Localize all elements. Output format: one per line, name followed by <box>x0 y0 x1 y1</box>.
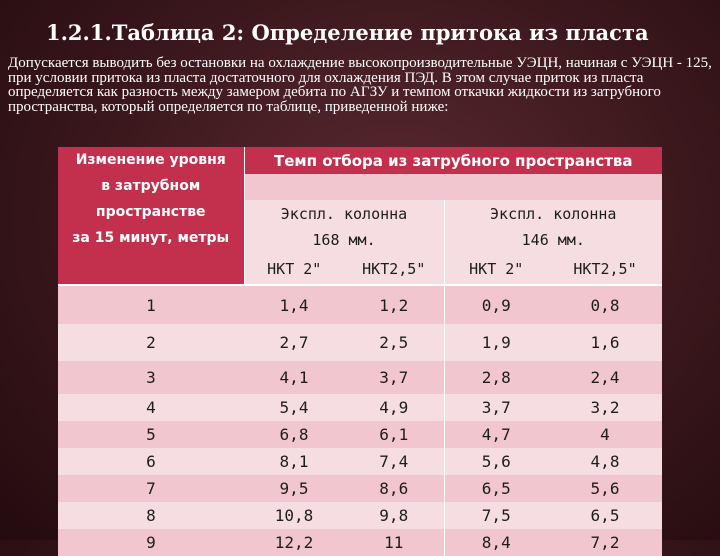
level-cell: 8 <box>146 506 156 525</box>
value-cell: 4 <box>600 425 610 444</box>
value-cell: 1,2 <box>344 284 444 324</box>
value-cell: 4,1 <box>279 368 309 387</box>
table-row: 1 1,4 1,2 0,9 0,8 <box>58 284 662 324</box>
value-cell: 4,8 <box>590 452 620 471</box>
value-cell: 1,9 <box>443 324 548 361</box>
table-row: 4 5,4 4,9 3,7 3,2 <box>58 394 662 421</box>
value-cell: 2,5 <box>379 333 409 352</box>
value-cell: 9,8 <box>379 506 409 525</box>
level-cell: 4 <box>146 398 156 417</box>
value-cell: 6,1 <box>379 425 409 444</box>
level-cell: 5 <box>146 425 156 444</box>
value-cell: 11 <box>384 533 404 552</box>
left-header-line-2: в затрубном <box>101 178 201 194</box>
level-cell: 9 <box>146 533 156 552</box>
value-cell: 12,2 <box>274 533 314 552</box>
value-cell: 10,8 <box>274 506 314 525</box>
left-header-line-4: за 15 минут, метры <box>72 230 230 246</box>
top-header: Темп отбора из затрубного пространства <box>244 147 662 174</box>
table-row: 6 8,1 7,4 5,6 4,8 <box>58 448 662 475</box>
table-row: 8 10,8 9,8 7,5 6,5 <box>58 502 662 529</box>
value-cell: 2,7 <box>279 333 309 352</box>
level-cell: 3 <box>146 368 156 387</box>
blank-header-row <box>244 174 662 200</box>
value-cell: 7,5 <box>443 502 548 529</box>
value-cell: 6,5 <box>590 506 620 525</box>
value-cell: 9,5 <box>279 479 309 498</box>
value-cell: 6,5 <box>443 475 548 502</box>
value-cell: 2,8 <box>443 361 548 394</box>
value-cell: 0,8 <box>548 284 662 324</box>
col-group-146-line2: 146 мм. <box>521 231 585 249</box>
value-cell: 8,4 <box>443 529 548 556</box>
value-cell: 3,7 <box>379 368 409 387</box>
value-cell: 3,2 <box>590 398 620 417</box>
col-group-146: Экспл. колонна 146 мм. <box>443 200 662 254</box>
inflow-table: Изменение уровня в затрубном пространств… <box>58 147 662 556</box>
value-cell: 5,6 <box>443 448 548 475</box>
value-cell: 7,4 <box>379 452 409 471</box>
left-header: Изменение уровня в затрубном пространств… <box>58 147 245 285</box>
sub-header-4: НКТ2,5" <box>573 259 637 278</box>
col-group-168: Экспл. колонна 168 мм. <box>244 200 444 254</box>
value-cell: 1,6 <box>590 333 620 352</box>
table-row: 9 12,2 11 8,4 7,2 <box>58 529 662 556</box>
table-row: 3 4,1 3,7 2,8 2,4 <box>58 361 662 394</box>
value-cell: 8,6 <box>379 479 409 498</box>
value-cell: 4,7 <box>443 421 548 448</box>
value-cell: 2,4 <box>590 368 620 387</box>
page-title: 1.2.1.Таблица 2: Определение притока из … <box>46 20 649 45</box>
value-cell: 1,4 <box>244 284 344 324</box>
level-cell: 1 <box>58 284 244 324</box>
table-body: 1 1,4 1,2 0,9 0,8 2 2,7 2,5 1,9 1,6 3 4,1 3,7 2,8 2,4 4… <box>58 284 662 556</box>
value-cell: 8,1 <box>279 452 309 471</box>
level-cell: 7 <box>146 479 156 498</box>
col-group-146-line1: Экспл. колонна <box>490 205 617 223</box>
level-cell: 6 <box>146 452 156 471</box>
sub-header-2: НКТ2,5" <box>362 259 426 278</box>
col-group-168-line2: 168 мм. <box>312 231 376 249</box>
sub-header-3: НКТ 2" <box>443 254 548 285</box>
table-row: 2 2,7 2,5 1,9 1,6 <box>58 324 662 361</box>
col-group-168-line1: Экспл. колонна <box>280 205 408 223</box>
value-cell: 6,8 <box>279 425 309 444</box>
value-cell: 4,9 <box>379 398 409 417</box>
value-cell: 0,9 <box>443 284 548 324</box>
value-cell: 3,7 <box>443 394 548 421</box>
table-row: 7 9,5 8,6 6,5 5,6 <box>58 475 662 502</box>
value-cell: 7,2 <box>590 533 620 552</box>
intro-paragraph: Допускается выводить без остановки на ох… <box>8 55 712 115</box>
table-row: 5 6,8 6,1 4,7 4 <box>58 421 662 448</box>
value-cell: 5,6 <box>590 479 620 498</box>
left-header-line-1: Изменение уровня <box>75 152 226 168</box>
left-header-line-3: пространстве <box>95 204 206 220</box>
level-cell: 2 <box>146 333 156 352</box>
value-cell: 5,4 <box>279 398 309 417</box>
sub-header-1: НКТ 2" <box>267 259 322 278</box>
